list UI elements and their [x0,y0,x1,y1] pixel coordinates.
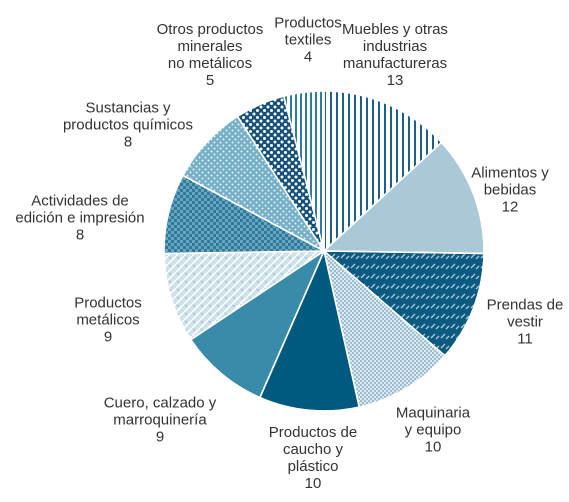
slice-label: Alimentos y bebidas 12 [425,165,569,216]
slice-label: Prendas de vestir 11 [440,297,569,348]
value-label: 9 [103,328,113,346]
category-name: Muebles y otras industrias manufacturera… [342,21,448,72]
slice-label: Productos metálicos 9 [23,295,193,346]
category-name: Sustancias y productos químicos [62,99,194,134]
slice-label: Productos de caucho y plástico 10 [228,424,398,492]
slice-label: Maquinaria y equipo 10 [348,405,518,456]
slice-texture [321,250,485,357]
slice-texture [323,90,443,253]
category-name: Cuero, calzado y marroquinería [103,394,217,429]
value-label: 8 [75,226,85,244]
slice-label: Muebles y otras industrias manufacturera… [310,21,480,89]
value-label: 13 [386,72,404,89]
value-label: 10 [304,475,322,492]
slice-texture [189,248,326,399]
value-label: 9 [155,428,165,446]
slice-label: Sustancias y productos químicos 8 [43,100,213,151]
value-label: 8 [123,133,133,151]
category-name: Productos textiles [274,14,342,49]
value-label: 4 [303,48,313,66]
slice-texture [322,248,446,408]
category-name: Actividades de edición e impresión [15,192,145,227]
slice-label: Otros productos minerales no metálicos 5 [125,21,295,89]
value-label: 10 [424,438,442,456]
slice-label: Productos textiles 4 [223,15,393,66]
value-label: 11 [517,330,533,348]
category-name: Alimentos y bebidas [471,164,549,199]
value-label: 5 [205,72,215,89]
slice-texture [258,248,361,412]
category-name: Productos de caucho y plástico [268,424,358,475]
slice-texture [163,250,327,341]
slice-texture [322,141,485,255]
category-name: Otros productos minerales no metálicos [156,21,264,72]
category-name: Maquinaria y equipo [395,404,471,439]
category-name: Productos metálicos [74,294,142,329]
slice-label: Cuero, calzado y marroquinería 9 [75,395,245,446]
slice-label: Actividades de edición e impresión 8 [0,193,165,244]
category-name: Prendas de vestir [486,296,564,331]
slice-texture [282,90,325,252]
value-label: 12 [501,198,519,216]
